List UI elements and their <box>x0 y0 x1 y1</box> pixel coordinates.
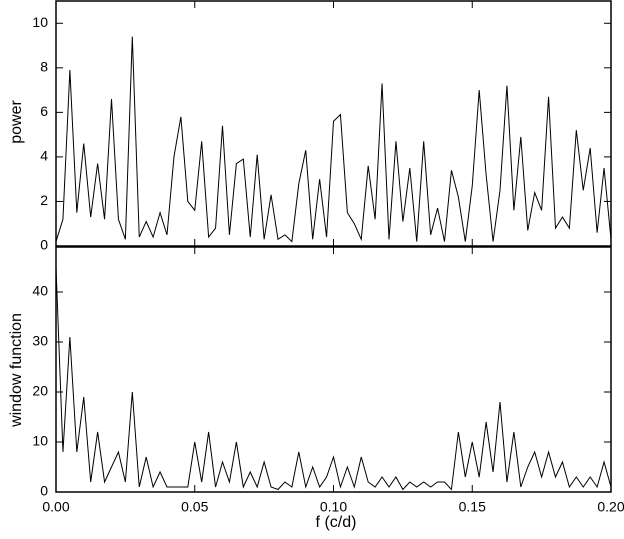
y-tick-label: 8 <box>40 59 48 75</box>
y-axis-label: window function <box>8 313 25 428</box>
y-tick-label: 10 <box>32 433 48 449</box>
y-tick-label: 2 <box>40 192 48 208</box>
line-series <box>55 266 612 491</box>
x-tick-label: 0.05 <box>181 499 208 515</box>
y-tick-label: 0 <box>40 483 48 499</box>
line-series <box>55 36 612 243</box>
x-tick-label: 0.15 <box>459 499 486 515</box>
y-tick-label: 4 <box>40 148 48 164</box>
x-axis-label: f (c/d) <box>316 514 357 531</box>
y-tick-label: 10 <box>32 14 48 30</box>
plot-frame <box>55 246 612 493</box>
x-tick-label: 0.10 <box>320 499 347 515</box>
y-tick-label: 20 <box>32 383 48 399</box>
x-tick-label: 0.20 <box>597 499 624 515</box>
y-axis-label: power <box>8 100 25 144</box>
x-tick-label: 0.00 <box>42 499 69 515</box>
y-tick-label: 30 <box>32 333 48 349</box>
y-tick-label: 40 <box>32 283 48 299</box>
y-tick-label: 6 <box>40 103 48 119</box>
y-tick-label: 0 <box>40 237 48 253</box>
